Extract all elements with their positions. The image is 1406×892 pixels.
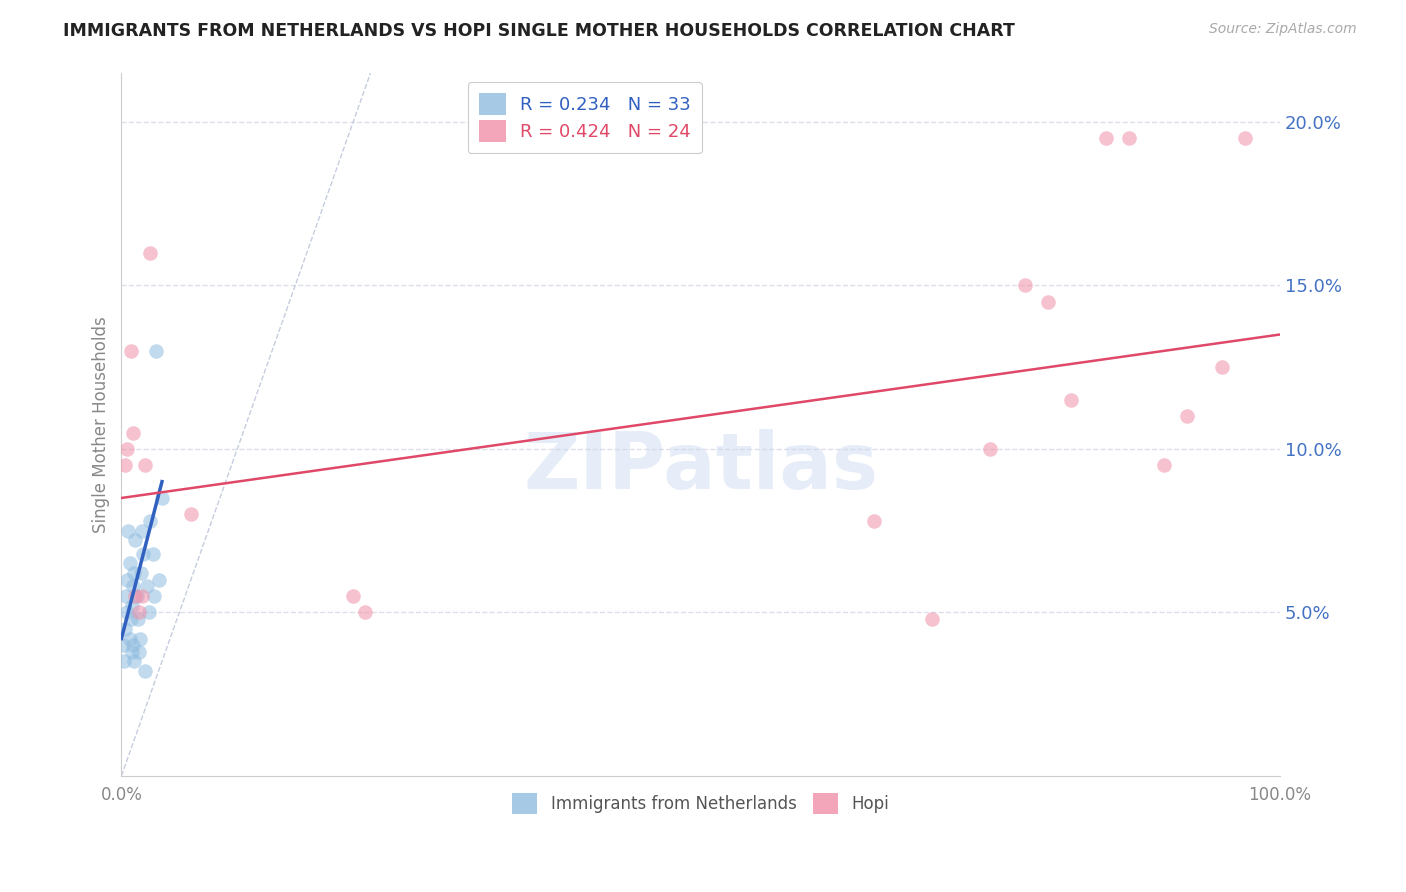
- Point: [120, 343, 142, 358]
- Point: [142, 547, 165, 561]
- Point: [127, 612, 149, 626]
- Text: Source: ZipAtlas.com: Source: ZipAtlas.com: [1209, 22, 1357, 37]
- Point: [114, 622, 136, 636]
- Point: [121, 645, 143, 659]
- Point: [1153, 458, 1175, 473]
- Point: [1014, 278, 1036, 293]
- Point: [128, 645, 150, 659]
- Point: [129, 566, 152, 581]
- Point: [134, 664, 156, 678]
- Point: [122, 566, 145, 581]
- Point: [1175, 409, 1198, 424]
- Point: [124, 589, 146, 603]
- Point: [134, 458, 156, 473]
- Point: [129, 632, 152, 646]
- Point: [114, 458, 136, 473]
- Point: [125, 589, 148, 603]
- Point: [353, 606, 375, 620]
- Point: [979, 442, 1001, 456]
- Point: [863, 514, 886, 528]
- Point: [122, 638, 145, 652]
- Point: [115, 442, 138, 456]
- Point: [1095, 131, 1118, 145]
- Point: [124, 533, 146, 548]
- Point: [122, 425, 145, 440]
- Point: [142, 589, 165, 603]
- Point: [148, 573, 170, 587]
- Point: [1060, 392, 1083, 407]
- Point: [342, 589, 364, 603]
- Point: [132, 547, 155, 561]
- Point: [131, 524, 153, 538]
- Point: [138, 606, 160, 620]
- Point: [115, 606, 138, 620]
- Point: [1118, 131, 1140, 145]
- Point: [136, 579, 159, 593]
- Point: [1211, 360, 1233, 375]
- Point: [121, 599, 143, 613]
- Point: [112, 655, 135, 669]
- Legend: Immigrants from Netherlands, Hopi: Immigrants from Netherlands, Hopi: [506, 787, 896, 821]
- Text: ZIPatlas: ZIPatlas: [523, 428, 879, 505]
- Text: IMMIGRANTS FROM NETHERLANDS VS HOPI SINGLE MOTHER HOUSEHOLDS CORRELATION CHART: IMMIGRANTS FROM NETHERLANDS VS HOPI SING…: [63, 22, 1015, 40]
- Point: [118, 557, 141, 571]
- Point: [120, 612, 142, 626]
- Point: [150, 491, 173, 505]
- Point: [122, 655, 145, 669]
- Point: [128, 606, 150, 620]
- Point: [115, 573, 138, 587]
- Point: [139, 514, 162, 528]
- Point: [921, 612, 943, 626]
- Point: [111, 638, 134, 652]
- Point: [145, 343, 167, 358]
- Point: [117, 524, 139, 538]
- Point: [115, 589, 138, 603]
- Point: [122, 579, 145, 593]
- Y-axis label: Single Mother Households: Single Mother Households: [93, 316, 110, 533]
- Point: [118, 632, 141, 646]
- Point: [1038, 294, 1060, 309]
- Point: [1234, 131, 1257, 145]
- Point: [139, 245, 162, 260]
- Point: [180, 508, 202, 522]
- Point: [131, 589, 153, 603]
